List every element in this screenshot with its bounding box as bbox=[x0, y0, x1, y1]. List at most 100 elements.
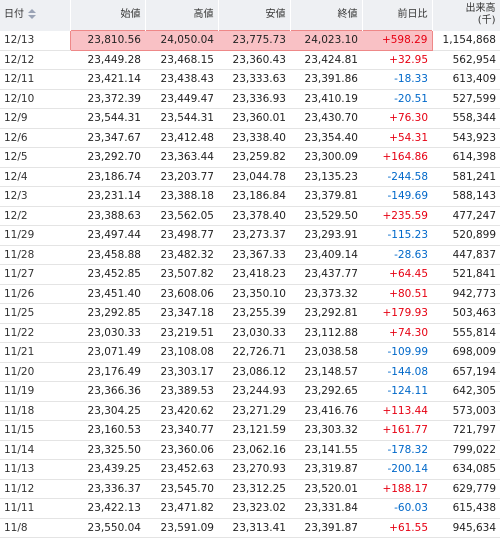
value-cell: 23,340.77 bbox=[145, 420, 218, 441]
value-cell: -109.99 bbox=[362, 342, 432, 363]
table-row: 11/26 23,451.40 23,608.06 23,350.10 23,373.3… bbox=[0, 284, 500, 304]
value-cell: 23,038.58 bbox=[290, 342, 362, 363]
table-row: 11/22 23,030.33 23,219.51 23,030.33 23,112.8… bbox=[0, 323, 500, 343]
date-cell: 12/4 bbox=[0, 167, 70, 187]
value-cell: 23,412.48 bbox=[145, 128, 218, 148]
value-cell: +76.30 bbox=[362, 108, 432, 129]
date-cell: 11/29 bbox=[0, 225, 70, 246]
value-cell: 23,108.08 bbox=[145, 342, 218, 363]
table-row: 11/19 23,366.36 23,389.53 23,244.93 23,292.6… bbox=[0, 381, 500, 402]
value-cell: 23,452.85 bbox=[70, 264, 145, 285]
value-cell: 23,471.82 bbox=[145, 498, 218, 519]
value-cell: 721,797 bbox=[432, 420, 500, 441]
sort-icon[interactable] bbox=[28, 9, 36, 20]
value-cell: 23,292.65 bbox=[290, 381, 362, 402]
value-cell: 23,176.49 bbox=[70, 362, 145, 382]
value-cell: 23,135.23 bbox=[290, 167, 362, 187]
date-cell: 12/2 bbox=[0, 206, 70, 226]
value-cell: 23,430.70 bbox=[290, 108, 362, 129]
value-cell: +80.51 bbox=[362, 284, 432, 304]
value-cell: 23,336.93 bbox=[218, 89, 290, 109]
table-row: 11/18 23,304.25 23,420.62 23,271.29 23,416.7… bbox=[0, 401, 500, 421]
sort-arrow[interactable] bbox=[28, 15, 36, 20]
value-cell: 503,463 bbox=[432, 303, 500, 324]
value-cell: 23,319.87 bbox=[290, 459, 362, 480]
date-cell: 12/9 bbox=[0, 108, 70, 129]
value-cell: +61.55 bbox=[362, 518, 432, 538]
table-row: 11/12 23,336.37 23,545.70 23,312.25 23,520.0… bbox=[0, 479, 500, 499]
value-cell: 23,373.32 bbox=[290, 284, 362, 304]
value-cell: 23,255.39 bbox=[218, 303, 290, 324]
value-cell: 23,271.29 bbox=[218, 401, 290, 421]
column-label: 始値 bbox=[120, 9, 141, 20]
value-cell: 23,219.51 bbox=[145, 323, 218, 343]
value-cell: 23,452.63 bbox=[145, 459, 218, 480]
value-cell: 23,449.28 bbox=[70, 50, 145, 70]
value-cell: 558,344 bbox=[432, 108, 500, 129]
value-cell: 23,438.43 bbox=[145, 69, 218, 90]
value-cell: 23,608.06 bbox=[145, 284, 218, 304]
value-cell: 23,367.33 bbox=[218, 245, 290, 265]
date-cell: 11/22 bbox=[0, 323, 70, 343]
value-cell: 23,325.50 bbox=[70, 440, 145, 460]
date-cell: 11/20 bbox=[0, 362, 70, 382]
value-cell: 23,420.62 bbox=[145, 401, 218, 421]
value-cell: -18.33 bbox=[362, 69, 432, 90]
table-row: 12/9 23,544.31 23,544.31 23,360.01 23,430.70… bbox=[0, 108, 500, 129]
value-cell: 23,313.41 bbox=[218, 518, 290, 538]
table-row: 12/5 23,292.70 23,363.44 23,259.82 23,300.09… bbox=[0, 147, 500, 168]
column-header[interactable]: 日付 bbox=[0, 0, 71, 31]
table-row: 11/14 23,325.50 23,360.06 23,062.16 23,141.5… bbox=[0, 440, 500, 460]
value-cell: 23,545.70 bbox=[145, 479, 218, 499]
date-cell: 12/5 bbox=[0, 147, 70, 168]
value-cell: 23,421.14 bbox=[70, 69, 145, 90]
value-cell: +598.29 bbox=[362, 30, 433, 51]
value-cell: 23,323.02 bbox=[218, 498, 290, 519]
date-cell: 11/18 bbox=[0, 401, 70, 421]
value-cell: 23,259.82 bbox=[218, 147, 290, 168]
date-cell: 11/14 bbox=[0, 440, 70, 460]
value-cell: 23,186.84 bbox=[218, 186, 290, 207]
value-cell: 23,363.44 bbox=[145, 147, 218, 168]
value-cell: 629,779 bbox=[432, 479, 500, 499]
table-row: 12/13 23,810.56 24,050.04 23,775.73 24,023.1… bbox=[0, 30, 500, 51]
value-cell: 24,050.04 bbox=[145, 30, 218, 51]
column-header: 終値 bbox=[290, 0, 363, 31]
value-cell: 23,366.36 bbox=[70, 381, 145, 402]
value-cell: 23,292.81 bbox=[290, 303, 362, 324]
value-cell: -149.69 bbox=[362, 186, 432, 207]
table-row: 12/10 23,372.39 23,449.47 23,336.93 23,410.1… bbox=[0, 89, 500, 109]
table-row: 12/3 23,231.14 23,388.18 23,186.84 23,379.81… bbox=[0, 186, 500, 207]
value-cell: 23,312.25 bbox=[218, 479, 290, 499]
table-head: 日付 始値 高値 安値 終値 前日比 出来高 (千) bbox=[0, 0, 500, 31]
table-row: 11/13 23,439.25 23,452.63 23,270.93 23,319.8… bbox=[0, 459, 500, 480]
value-cell: 23,354.40 bbox=[290, 128, 362, 148]
value-cell: 23,350.10 bbox=[218, 284, 290, 304]
value-cell: 23,422.13 bbox=[70, 498, 145, 519]
table-row: 11/21 23,071.49 23,108.08 22,726.71 23,038.5… bbox=[0, 342, 500, 363]
value-cell: 23,562.05 bbox=[145, 206, 218, 226]
value-cell: 23,030.33 bbox=[70, 323, 145, 343]
date-cell: 11/13 bbox=[0, 459, 70, 480]
table-body: 12/13 23,810.56 24,050.04 23,775.73 24,023.1… bbox=[0, 30, 500, 538]
value-cell: 799,022 bbox=[432, 440, 500, 460]
sort-arrow[interactable] bbox=[28, 9, 36, 14]
table-row: 11/28 23,458.88 23,482.32 23,367.33 23,409.1… bbox=[0, 245, 500, 265]
value-cell: +64.45 bbox=[362, 264, 432, 285]
value-cell: 23,148.57 bbox=[290, 362, 362, 382]
value-cell: 23,273.37 bbox=[218, 225, 290, 246]
value-cell: 698,009 bbox=[432, 342, 500, 363]
table-row: 12/4 23,186.74 23,203.77 23,044.78 23,135.23… bbox=[0, 167, 500, 187]
value-cell: 23,300.09 bbox=[290, 147, 362, 168]
value-cell: 573,003 bbox=[432, 401, 500, 421]
value-cell: +54.31 bbox=[362, 128, 432, 148]
value-cell: 23,336.37 bbox=[70, 479, 145, 499]
value-cell: 23,391.87 bbox=[290, 518, 362, 538]
table-row: 11/27 23,452.85 23,507.82 23,418.23 23,437.7… bbox=[0, 264, 500, 285]
value-cell: 23,451.40 bbox=[70, 284, 145, 304]
table-row: 11/15 23,160.53 23,340.77 23,121.59 23,303.3… bbox=[0, 420, 500, 441]
date-cell: 11/27 bbox=[0, 264, 70, 285]
column-label: 前日比 bbox=[397, 9, 428, 20]
value-cell: 521,841 bbox=[432, 264, 500, 285]
table-row: 11/11 23,422.13 23,471.82 23,323.02 23,331.8… bbox=[0, 498, 500, 519]
